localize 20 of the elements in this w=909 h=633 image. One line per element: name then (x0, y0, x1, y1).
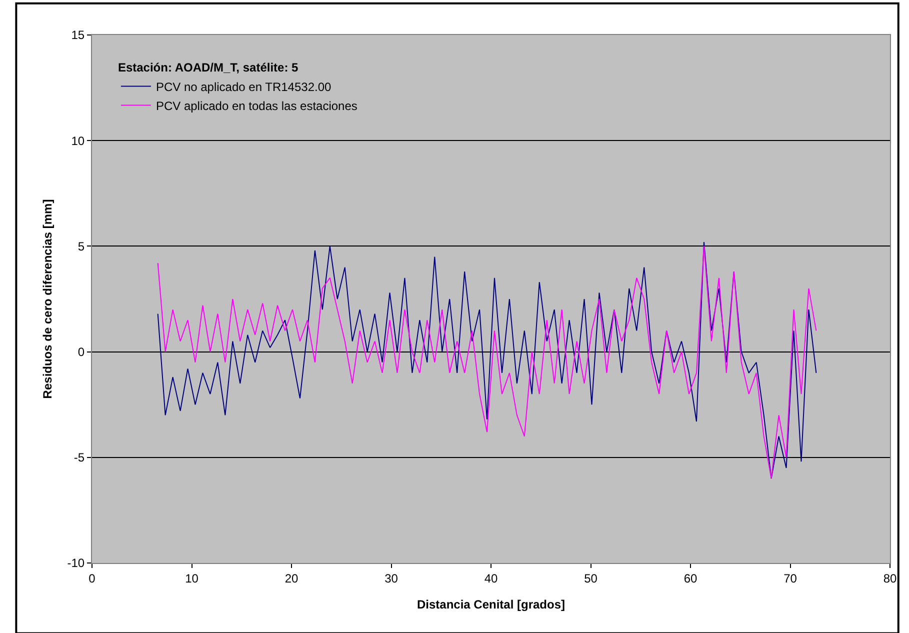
x-axis-title: Distancia Cenital [grados] (416, 597, 566, 612)
y-axis-title: Residuos de cero diferencias [mm] (40, 199, 55, 399)
y-tick-label: -10 (67, 556, 85, 570)
y-tick-label: 5 (78, 239, 85, 254)
x-tick-label: 10 (185, 571, 199, 586)
legend-label: PCV no aplicado en TR14532.00 (156, 80, 332, 94)
y-tick-label: 10 (71, 134, 85, 148)
y-tick-label: 0 (78, 345, 85, 359)
x-tick-label: 50 (584, 571, 598, 586)
x-tick-label: 40 (484, 571, 498, 586)
legend-label: PCV aplicado en todas las estaciones (156, 98, 358, 113)
x-tick-label: 0 (88, 571, 96, 586)
x-tick-label: 60 (684, 571, 698, 586)
y-tick-label: 15 (71, 28, 85, 42)
x-tick-label: 30 (384, 571, 398, 586)
x-tick-label: 70 (784, 571, 798, 586)
x-tick-label: 20 (284, 571, 298, 586)
legend-title: Estación: AOAD/M_T, satélite: 5 (118, 60, 299, 75)
x-tick-label: 80 (883, 571, 897, 586)
y-tick-label: -5 (74, 450, 85, 465)
